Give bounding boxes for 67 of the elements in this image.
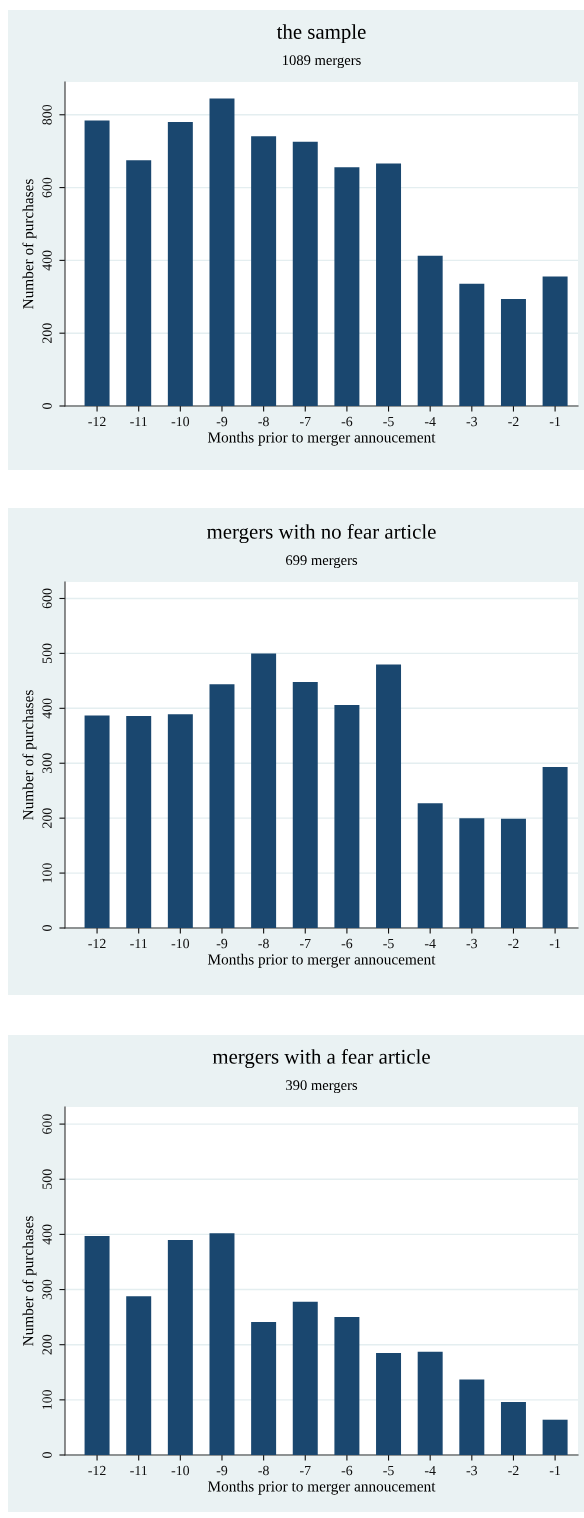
- x-tick-label: -6: [341, 938, 353, 949]
- chart-subtitle: 1089 mergers: [283, 55, 361, 69]
- x-tick-label: -4: [424, 938, 436, 949]
- chart-title: the sample: [276, 24, 366, 44]
- x-tick-label: -5: [383, 938, 394, 949]
- x-tick-label: -11: [130, 1465, 147, 1476]
- x-tick-label: -10: [171, 938, 190, 949]
- x-axis-title: Months prior to merger annoucement: [207, 953, 436, 968]
- x-tick-label: -5: [383, 1465, 394, 1476]
- y-tick-label: 0: [42, 403, 52, 409]
- x-tick-label: -7: [299, 938, 311, 949]
- x-tick-label: -11: [130, 938, 147, 949]
- x-tick-label: -8: [258, 1465, 269, 1476]
- x-tick-label: -1: [549, 416, 561, 427]
- chart-title: mergers with no fear article: [207, 523, 436, 544]
- y-tick-label: 400: [42, 698, 52, 719]
- chart-subtitle: 390 mergers: [286, 1080, 358, 1094]
- x-tick-label: -12: [88, 938, 106, 949]
- chart-subtitle: 699 mergers: [286, 555, 358, 569]
- y-tick-label: 300: [42, 753, 52, 773]
- x-tick-label: -10: [171, 416, 190, 427]
- x-tick-label: -8: [258, 938, 269, 949]
- y-tick-label: 100: [42, 863, 52, 883]
- y-tick-label: 0: [42, 1452, 52, 1458]
- x-tick-label: -5: [383, 416, 394, 427]
- y-tick-label: 500: [42, 1169, 52, 1189]
- x-axis-title: Months prior to merger annoucement: [207, 1480, 436, 1495]
- x-tick-label: -1: [549, 938, 561, 949]
- x-tick-label: -9: [216, 1465, 228, 1476]
- x-tick-label: -3: [466, 938, 478, 949]
- x-tick-label: -7: [299, 416, 311, 427]
- y-axis-title: Number of purchases: [22, 1216, 37, 1346]
- x-tick-label: -2: [508, 1465, 519, 1476]
- y-tick-label: 300: [42, 1279, 52, 1300]
- x-tick-label: -2: [508, 938, 519, 949]
- x-tick-label: -1: [549, 1465, 561, 1476]
- x-tick-label: -12: [88, 1465, 106, 1476]
- x-tick-label: -3: [466, 416, 478, 427]
- x-tick-label: -12: [88, 416, 106, 427]
- x-tick-label: -7: [299, 1465, 311, 1476]
- y-tick-label: 200: [42, 323, 52, 343]
- x-tick-label: -9: [216, 416, 228, 427]
- y-tick-label: 100: [42, 1389, 52, 1410]
- y-tick-label: 400: [42, 1224, 52, 1245]
- x-tick-label: -10: [171, 1465, 190, 1476]
- x-tick-label: -4: [424, 1465, 436, 1476]
- x-axis-title: Months prior to merger annoucement: [207, 431, 436, 446]
- x-tick-label: -6: [341, 1465, 353, 1476]
- y-tick-label: 600: [42, 588, 52, 609]
- y-tick-label: 800: [42, 104, 52, 125]
- x-tick-label: -11: [130, 416, 147, 427]
- x-tick-label: -9: [216, 938, 228, 949]
- y-tick-label: 500: [42, 643, 52, 664]
- y-tick-label: 400: [42, 250, 52, 271]
- y-axis-title: Number of purchases: [22, 179, 37, 309]
- y-tick-label: 600: [42, 1114, 52, 1134]
- y-tick-label: 200: [42, 1334, 52, 1355]
- y-tick-label: 600: [42, 177, 52, 198]
- y-tick-label: 200: [42, 808, 52, 828]
- x-tick-label: -3: [466, 1465, 478, 1476]
- x-tick-label: -4: [424, 416, 436, 427]
- chart-title: mergers with a fear article: [212, 1048, 430, 1069]
- x-tick-label: -6: [341, 416, 353, 427]
- x-tick-label: -2: [508, 416, 519, 427]
- y-tick-label: 0: [42, 925, 52, 931]
- y-axis-title: Number of purchases: [22, 690, 37, 820]
- x-tick-label: -8: [258, 416, 269, 427]
